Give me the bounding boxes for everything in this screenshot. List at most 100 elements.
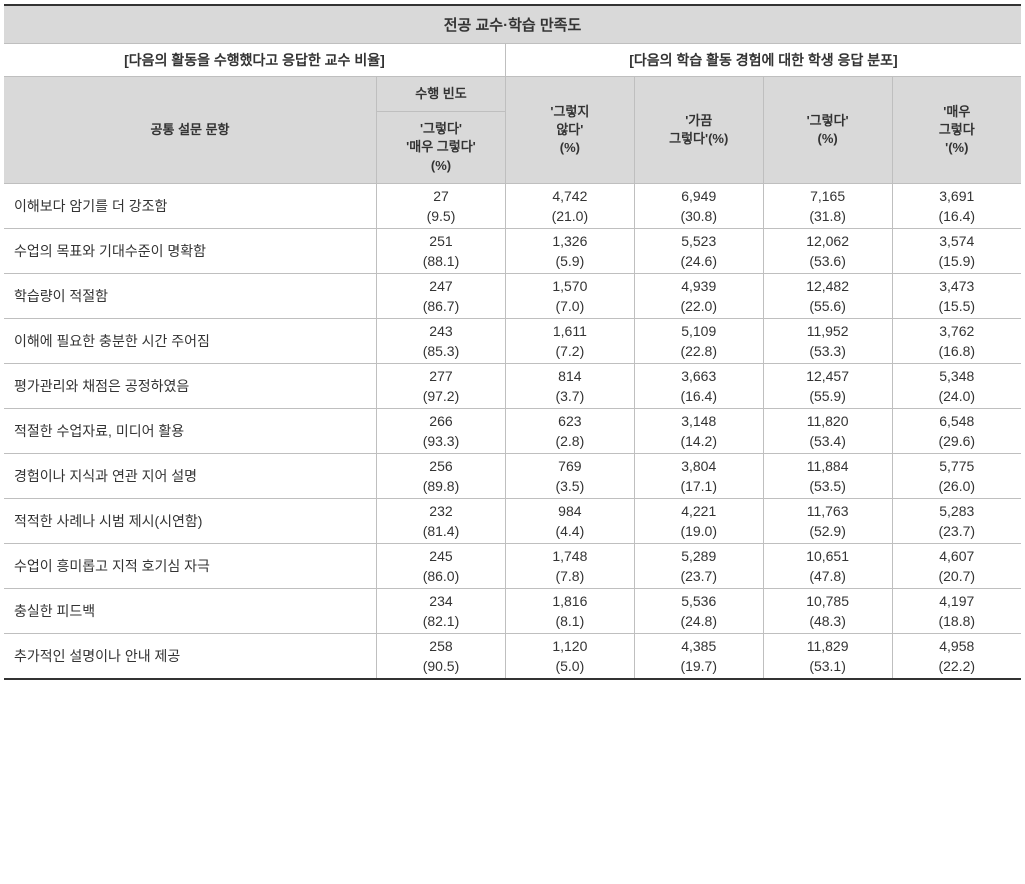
data-cell-pct: (52.9)	[763, 521, 892, 544]
data-cell-pct: (9.5)	[377, 206, 506, 229]
header-question: 공통 설문 문항	[4, 77, 377, 184]
data-cell-n: 4,385	[634, 633, 763, 656]
data-cell-pct: (90.5)	[377, 656, 506, 678]
data-cell-pct: (31.8)	[763, 206, 892, 229]
data-cell-n: 5,283	[892, 498, 1021, 521]
data-cell-n: 3,691	[892, 183, 1021, 206]
table-row: 적절한 수업자료, 미디어 활용2666233,14811,8206,548	[4, 408, 1021, 431]
data-cell-pct: (5.0)	[505, 656, 634, 678]
question-cell: 적적한 사례나 시범 제시(시연함)	[4, 498, 377, 543]
table-row: 평가관리와 채점은 공정하였음2778143,66312,4575,348	[4, 363, 1021, 386]
header-resp1: '그렇지 않다' (%)	[505, 77, 634, 184]
data-cell-pct: (5.9)	[505, 251, 634, 274]
data-cell-pct: (23.7)	[892, 521, 1021, 544]
data-cell-pct: (4.4)	[505, 521, 634, 544]
data-cell-pct: (55.6)	[763, 296, 892, 319]
table-row: 이해에 필요한 충분한 시간 주어짐2431,6115,10911,9523,7…	[4, 318, 1021, 341]
data-cell-n: 984	[505, 498, 634, 521]
data-cell-pct: (29.6)	[892, 431, 1021, 454]
data-cell-n: 1,611	[505, 318, 634, 341]
data-cell-n: 11,820	[763, 408, 892, 431]
question-cell: 충실한 피드백	[4, 588, 377, 633]
data-cell-n: 5,536	[634, 588, 763, 611]
data-cell-pct: (55.9)	[763, 386, 892, 409]
data-cell-pct: (85.3)	[377, 341, 506, 364]
header-freq-sub: '그렇다' '매우 그렇다' (%)	[377, 112, 506, 184]
data-cell-n: 769	[505, 453, 634, 476]
data-cell-pct: (22.2)	[892, 656, 1021, 678]
data-cell-pct: (24.8)	[634, 611, 763, 634]
data-cell-pct: (16.8)	[892, 341, 1021, 364]
subtitle-right: [다음의 학습 활동 경험에 대한 학생 응답 분포]	[505, 44, 1021, 77]
data-cell-n: 11,829	[763, 633, 892, 656]
data-cell-pct: (82.1)	[377, 611, 506, 634]
data-cell-pct: (14.2)	[634, 431, 763, 454]
data-cell-n: 6,949	[634, 183, 763, 206]
data-cell-pct: (26.0)	[892, 476, 1021, 499]
data-cell-pct: (89.8)	[377, 476, 506, 499]
header-resp4: '매우 그렇다 '(%)	[892, 77, 1021, 184]
data-cell-pct: (16.4)	[892, 206, 1021, 229]
data-cell-pct: (81.4)	[377, 521, 506, 544]
data-cell-n: 5,289	[634, 543, 763, 566]
data-cell-n: 3,574	[892, 228, 1021, 251]
data-cell-n: 256	[377, 453, 506, 476]
data-cell-n: 5,109	[634, 318, 763, 341]
data-cell-n: 3,473	[892, 273, 1021, 296]
question-cell: 경험이나 지식과 연관 지어 설명	[4, 453, 377, 498]
data-cell-pct: (2.8)	[505, 431, 634, 454]
data-cell-pct: (86.0)	[377, 566, 506, 589]
data-cell-n: 4,958	[892, 633, 1021, 656]
data-cell-pct: (16.4)	[634, 386, 763, 409]
data-cell-n: 251	[377, 228, 506, 251]
data-cell-n: 3,762	[892, 318, 1021, 341]
data-cell-n: 814	[505, 363, 634, 386]
title-row: 전공 교수·학습 만족도	[4, 6, 1021, 44]
data-cell-n: 1,570	[505, 273, 634, 296]
data-cell-pct: (15.9)	[892, 251, 1021, 274]
data-cell-pct: (22.0)	[634, 296, 763, 319]
table-row: 이해보다 암기를 더 강조함274,7426,9497,1653,691	[4, 183, 1021, 206]
table-row: 충실한 피드백2341,8165,53610,7854,197	[4, 588, 1021, 611]
data-cell-pct: (3.7)	[505, 386, 634, 409]
data-cell-pct: (30.8)	[634, 206, 763, 229]
header-row-1: 공통 설문 문항 수행 빈도 '그렇지 않다' (%) '가끔 그렇다'(%) …	[4, 77, 1021, 112]
data-cell-pct: (48.3)	[763, 611, 892, 634]
data-cell-n: 247	[377, 273, 506, 296]
data-cell-n: 243	[377, 318, 506, 341]
data-cell-n: 10,651	[763, 543, 892, 566]
data-cell-n: 5,348	[892, 363, 1021, 386]
data-cell-pct: (18.8)	[892, 611, 1021, 634]
header-resp3: '그렇다' (%)	[763, 77, 892, 184]
data-cell-n: 5,523	[634, 228, 763, 251]
data-cell-n: 4,221	[634, 498, 763, 521]
data-cell-pct: (53.3)	[763, 341, 892, 364]
table-row: 수업이 흥미롭고 지적 호기심 자극2451,7485,28910,6514,6…	[4, 543, 1021, 566]
data-cell-n: 232	[377, 498, 506, 521]
satisfaction-table-container: 전공 교수·학습 만족도 [다음의 활동을 수행했다고 응답한 교수 비율] […	[4, 4, 1021, 680]
data-cell-pct: (53.1)	[763, 656, 892, 678]
data-cell-n: 27	[377, 183, 506, 206]
table-row: 학습량이 적절함2471,5704,93912,4823,473	[4, 273, 1021, 296]
data-cell-n: 11,952	[763, 318, 892, 341]
data-cell-n: 12,062	[763, 228, 892, 251]
data-cell-pct: (53.4)	[763, 431, 892, 454]
data-cell-n: 12,457	[763, 363, 892, 386]
question-cell: 학습량이 적절함	[4, 273, 377, 318]
data-cell-n: 266	[377, 408, 506, 431]
data-cell-pct: (15.5)	[892, 296, 1021, 319]
data-cell-pct: (22.8)	[634, 341, 763, 364]
table-body: 이해보다 암기를 더 강조함274,7426,9497,1653,691(9.5…	[4, 183, 1021, 678]
table-row: 추가적인 설명이나 안내 제공2581,1204,38511,8294,958	[4, 633, 1021, 656]
data-cell-pct: (53.6)	[763, 251, 892, 274]
data-cell-n: 1,748	[505, 543, 634, 566]
table-title: 전공 교수·학습 만족도	[4, 6, 1021, 44]
data-cell-n: 5,775	[892, 453, 1021, 476]
data-cell-n: 258	[377, 633, 506, 656]
data-cell-n: 11,763	[763, 498, 892, 521]
data-cell-pct: (21.0)	[505, 206, 634, 229]
data-cell-n: 4,197	[892, 588, 1021, 611]
data-cell-pct: (88.1)	[377, 251, 506, 274]
question-cell: 이해에 필요한 충분한 시간 주어짐	[4, 318, 377, 363]
table-header: 전공 교수·학습 만족도 [다음의 활동을 수행했다고 응답한 교수 비율] […	[4, 6, 1021, 183]
